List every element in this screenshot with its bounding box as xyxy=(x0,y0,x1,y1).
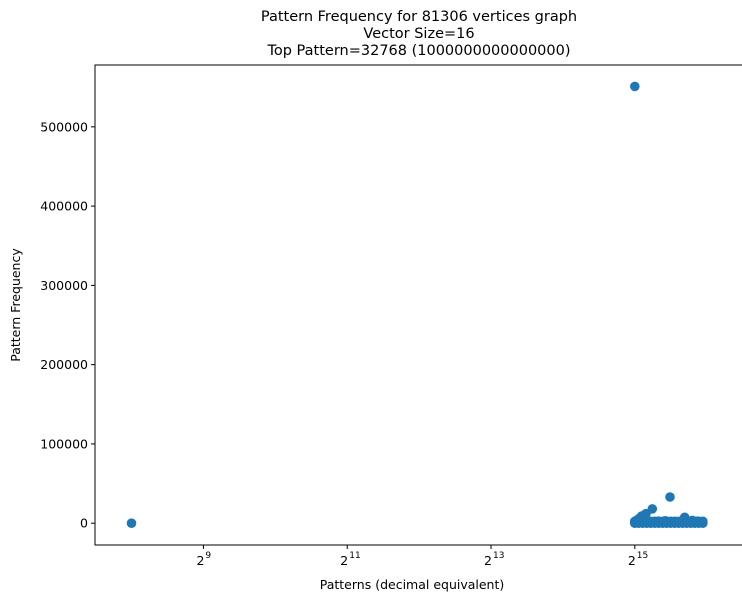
data-point xyxy=(679,512,690,523)
title-line-1: Pattern Frequency for 81306 vertices gra… xyxy=(261,9,577,25)
x-tick-label: 2 xyxy=(484,553,492,568)
data-point xyxy=(665,492,675,502)
x-tick-exponent: 15 xyxy=(637,551,648,561)
x-tick-exponent: 13 xyxy=(493,551,504,561)
x-axis-ticks: 2 9 2 11 2 13 2 15 xyxy=(196,545,648,568)
y-tick-label: 0 xyxy=(80,516,88,531)
y-axis-label: Pattern Frequency xyxy=(8,248,23,362)
data-points xyxy=(126,81,708,528)
x-tick-exponent: 9 xyxy=(205,551,211,561)
x-tick-exponent: 11 xyxy=(349,551,360,561)
x-tick-label: 2 xyxy=(628,553,636,568)
data-point xyxy=(632,515,642,525)
y-tick-label: 200000 xyxy=(40,357,88,372)
y-tick-label: 500000 xyxy=(40,119,88,134)
data-point xyxy=(660,516,671,526)
y-tick-label: 100000 xyxy=(40,436,88,451)
y-tick-label: 400000 xyxy=(40,199,88,214)
title-line-2: Vector Size=16 xyxy=(363,26,474,42)
x-tick-label: 2 xyxy=(340,553,348,568)
title-line-3: Top Pattern=32768 (1000000000000000) xyxy=(266,43,570,59)
plot-frame xyxy=(94,64,742,546)
data-point xyxy=(126,518,137,528)
x-axis-label: Patterns (decimal equivalent) xyxy=(320,577,505,592)
data-point xyxy=(692,516,703,526)
y-tick-label: 300000 xyxy=(40,278,88,293)
data-point xyxy=(653,516,663,526)
x-tick-label: 2 xyxy=(196,553,204,568)
y-axis-ticks: 0 100000 200000 300000 400000 500000 xyxy=(40,119,95,531)
data-point xyxy=(630,81,640,92)
chart-title: Pattern Frequency for 81306 vertices gra… xyxy=(261,9,577,59)
